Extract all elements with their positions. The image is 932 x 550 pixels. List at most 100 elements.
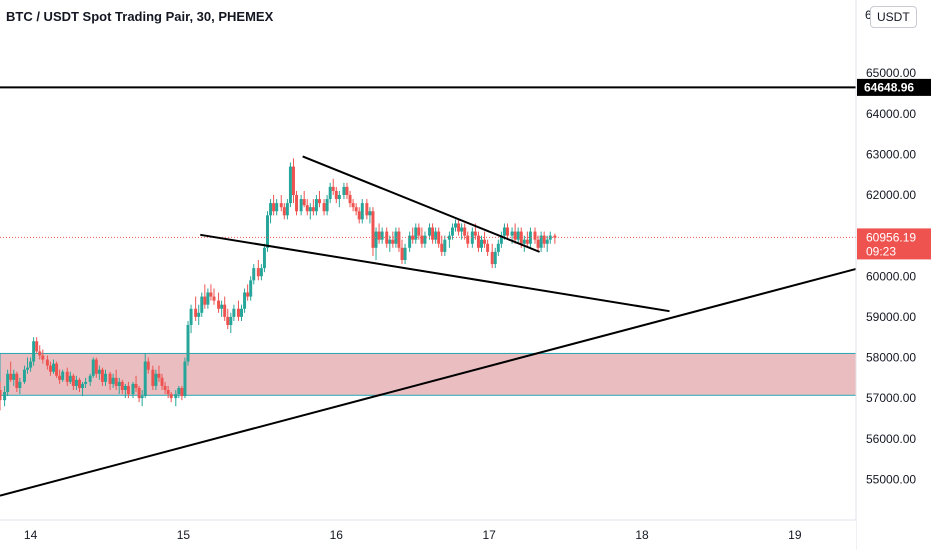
candle-body — [243, 292, 247, 309]
candle-body — [126, 385, 130, 395]
candle-body — [513, 231, 517, 240]
candle-body — [476, 235, 480, 248]
candle-body — [317, 199, 321, 204]
candle-body — [519, 231, 523, 244]
candle-body — [548, 235, 552, 240]
candle — [223, 296, 227, 321]
candle — [334, 186, 338, 204]
candle — [380, 227, 384, 244]
candle-body — [140, 396, 144, 399]
candle — [365, 199, 369, 220]
candle — [217, 292, 221, 313]
candle — [536, 235, 540, 252]
trendline-upper-channel[interactable] — [302, 155, 540, 253]
candle — [117, 377, 121, 395]
candle — [114, 369, 118, 390]
trendline-rising-support[interactable] — [0, 267, 857, 497]
candle — [134, 375, 138, 393]
candle-body — [502, 227, 506, 236]
candle — [450, 223, 454, 240]
candle — [460, 223, 464, 240]
candle — [476, 231, 480, 252]
candle-body — [194, 308, 198, 317]
currency-button[interactable]: USDT — [870, 6, 917, 28]
candle-body — [103, 373, 107, 382]
candle-body — [553, 235, 557, 238]
candle-body — [18, 381, 22, 388]
candle-body — [166, 390, 170, 395]
candle-body — [483, 239, 487, 244]
candle — [163, 381, 167, 395]
demand-zone[interactable] — [0, 352, 857, 396]
candle — [466, 231, 470, 248]
candle — [302, 190, 306, 208]
candle — [22, 365, 26, 384]
candle — [183, 357, 187, 399]
candle — [180, 385, 184, 401]
candle — [126, 381, 130, 399]
candle — [74, 375, 78, 390]
candle — [6, 369, 10, 397]
candle-body — [117, 381, 121, 386]
candle — [137, 385, 141, 403]
candle — [52, 359, 55, 374]
candle — [391, 231, 395, 248]
candle-body — [411, 235, 415, 240]
candle-body — [371, 211, 375, 248]
candle-body — [154, 373, 158, 386]
candle — [91, 357, 95, 378]
candle-body — [252, 268, 256, 281]
candle — [414, 223, 418, 244]
candle — [246, 284, 250, 301]
candle-body — [510, 231, 514, 236]
candle — [368, 207, 372, 224]
candle-body — [388, 239, 392, 244]
candle-body — [380, 231, 384, 240]
candle — [285, 199, 289, 220]
time-axis-background[interactable] — [0, 520, 856, 550]
candle-body — [291, 166, 295, 195]
candle — [65, 367, 69, 386]
candle — [41, 349, 45, 364]
candle — [525, 231, 529, 248]
candle-body — [160, 377, 164, 386]
candle — [545, 235, 549, 252]
candle — [403, 243, 407, 265]
candle — [548, 231, 552, 244]
candle-body — [391, 239, 395, 244]
trendline-lower-channel[interactable] — [200, 233, 670, 313]
candle-body — [417, 227, 421, 236]
candle-body — [189, 308, 193, 325]
candle — [374, 227, 378, 260]
candle — [539, 231, 543, 252]
candle — [140, 390, 144, 407]
candle — [58, 369, 62, 384]
candle — [35, 337, 39, 354]
candle — [18, 377, 22, 395]
candle — [177, 385, 181, 399]
candle — [84, 377, 88, 388]
candle-body — [114, 377, 118, 386]
candle-body — [26, 367, 30, 370]
candle-body — [212, 296, 216, 301]
candle — [229, 312, 233, 334]
candle — [480, 235, 483, 252]
candle-body — [331, 186, 335, 191]
candle — [88, 373, 92, 386]
candle-body — [545, 239, 549, 244]
candle-body — [120, 381, 124, 390]
candle-body — [180, 387, 184, 397]
candle-body — [0, 390, 2, 401]
candle-body — [394, 231, 398, 244]
candle-body — [533, 231, 537, 240]
candle — [496, 239, 500, 256]
horizontal-line-price-label: 64648.96 — [857, 78, 931, 96]
candle — [189, 304, 193, 334]
candle-body — [84, 381, 88, 384]
candle-body — [516, 231, 520, 240]
candle — [32, 337, 36, 366]
candle-body — [420, 235, 424, 244]
candle — [26, 357, 30, 374]
candle — [486, 239, 490, 256]
